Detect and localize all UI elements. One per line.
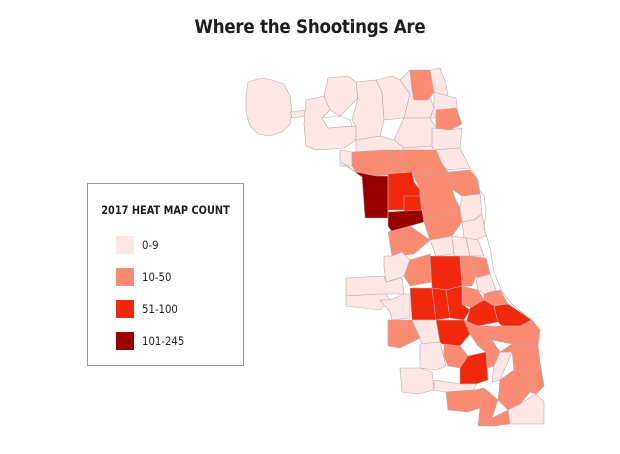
legend-swatch-low — [116, 236, 134, 254]
legend-swatch-medium — [116, 268, 134, 286]
legend-label: 51-100 — [142, 302, 178, 316]
legend-item-51-100: 51-100 — [116, 300, 183, 318]
legend-title: 2017 HEAT MAP COUNT — [101, 203, 230, 217]
legend-swatch-very-high — [116, 332, 134, 350]
legend-label: 0-9 — [142, 238, 159, 252]
legend-label: 101-245 — [142, 334, 185, 348]
page-title: Where the Shootings Are — [194, 16, 426, 38]
map-region-ohare — [245, 77, 293, 137]
legend-item-10-50: 10-50 — [116, 268, 175, 286]
legend-item-0-9: 0-9 — [116, 236, 161, 254]
legend-label: 10-50 — [142, 270, 172, 284]
legend-swatch-high — [116, 300, 134, 318]
legend: 2017 HEAT MAP COUNT 0-9 10-50 51-100 101… — [87, 183, 244, 366]
legend-item-101-245: 101-245 — [116, 332, 190, 350]
